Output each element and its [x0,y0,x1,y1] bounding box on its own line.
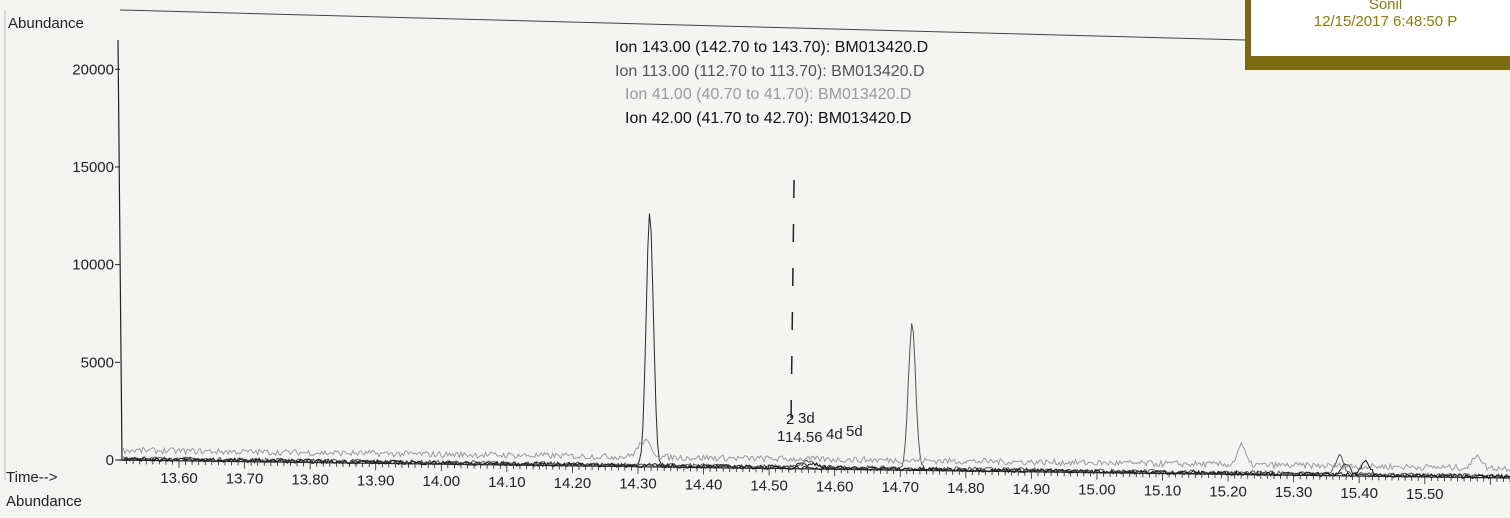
y-tick-label: 5000 [81,354,114,371]
y-tick-label: 15000 [72,159,114,176]
printout-stamp: Sonil 12/15/2017 6:48:50 P [1245,0,1510,70]
x-tick-label: 13.90 [357,472,395,489]
y-tick-label: 0 [106,452,114,469]
peak-label-4d: 4d [826,426,843,443]
series-line-1 [122,323,1510,479]
x-tick-label: 13.80 [291,471,329,488]
x-tick-label: 14.20 [554,475,592,492]
x-tick-label: 14.60 [816,478,854,495]
legend-entry-ion-41: Ion 41.00 (40.70 to 41.70): BM013420.D [625,86,911,103]
bottom-abundance-label: Abundance [6,493,82,510]
peak-label-5d: 5d [846,423,863,440]
peak-label-14-56: 14.56 [785,429,823,446]
legend-entry-ion-143: Ion 143.00 (142.70 to 143.70): BM013420.… [615,39,928,56]
stamp-user: Sonil [1368,0,1403,13]
y-axis-ticks: 0 5000 10000 15000 20000 [72,61,120,469]
x-tick-label: 14.40 [685,477,723,494]
x-tick-label: 14.90 [1013,481,1051,498]
integration-marker [790,179,795,421]
legend-entry-ion-113: Ion 113.00 (112.70 to 113.70): BM013420.… [615,63,925,80]
x-tick-label: 15.20 [1209,483,1247,500]
marker-line [790,179,795,421]
x-axis-label: Time--> [6,469,58,486]
y-axis-label: Abundance [8,15,84,32]
peak-label-3d: 3d [798,410,815,427]
x-axis-ticks: 13.60 13.70 13.80 13.90 14.00 14.10 14.20 14.30… [126,460,1510,503]
x-tick-label: 15.40 [1340,485,1378,502]
x-tick-label: 14.80 [947,480,985,497]
x-tick-label: 15.50 [1406,486,1444,503]
y-tick-label: 20000 [72,61,114,78]
x-tick-label: 14.50 [750,477,788,494]
stamp-content: Sonil 12/15/2017 6:48:50 P [1251,0,1510,56]
series-line-2 [122,438,1510,472]
legend-entry-ion-42: Ion 42.00 (41.70 to 42.70): BM013420.D [625,110,911,127]
x-tick-label: 15.30 [1275,484,1313,501]
x-tick-label: 14.00 [423,473,461,490]
series-line-3 [122,456,1510,480]
x-tick-label: 15.00 [1078,482,1116,499]
x-tick-label: 14.30 [619,476,657,493]
x-tick-label: 13.70 [226,471,264,488]
plot-top-border [119,9,1246,41]
y-axis [117,39,123,461]
x-tick-label: 14.70 [881,479,919,496]
x-tick-label: 13.60 [160,470,198,487]
x-tick-label: 15.10 [1144,483,1182,500]
stamp-datetime: 12/15/2017 6:48:50 P [1313,13,1458,30]
peak-label-1: 1 [777,428,785,445]
peak-label-2: 2 [786,411,794,428]
x-tick-label: 14.10 [488,474,526,491]
y-tick-label: 10000 [72,257,114,274]
series-lines [122,213,1510,480]
